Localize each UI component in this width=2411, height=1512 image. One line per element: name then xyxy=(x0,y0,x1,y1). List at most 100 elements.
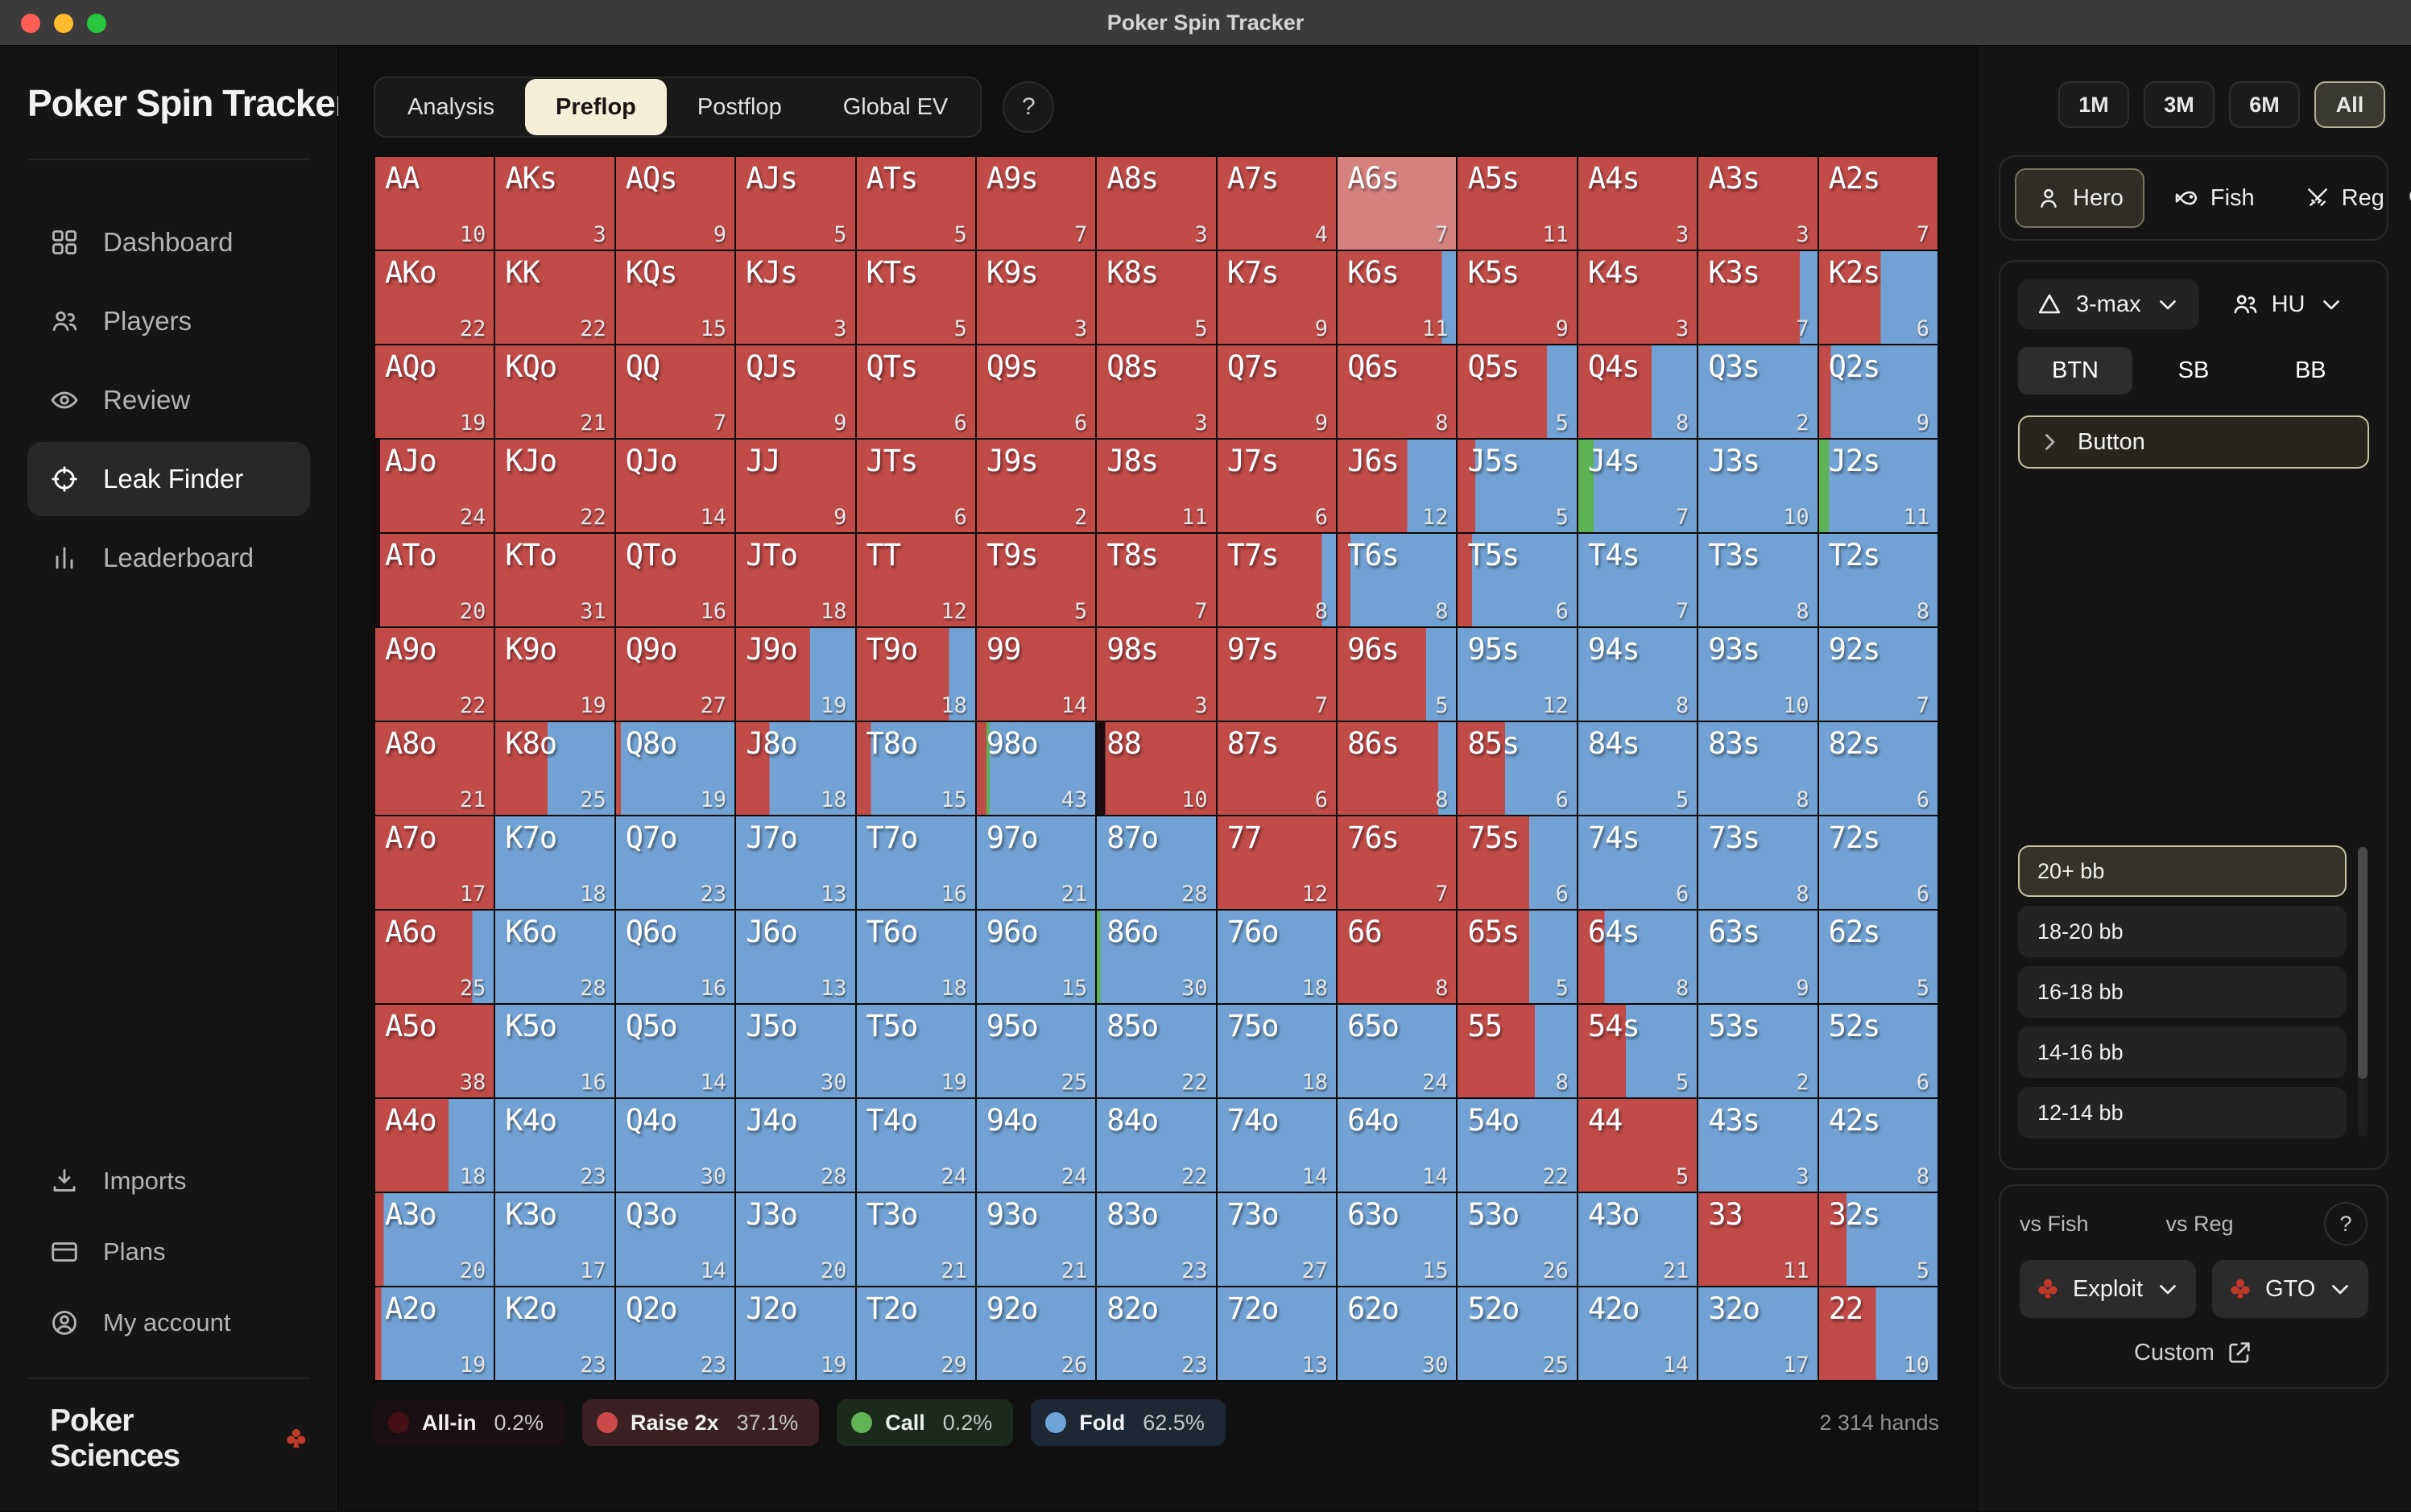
legend-chip-call[interactable]: Call 0.2% xyxy=(837,1399,1014,1446)
cell-64s[interactable]: 64s 8 xyxy=(1578,911,1698,1003)
cell-QQ[interactable]: QQ 7 xyxy=(615,345,735,438)
cell-K5o[interactable]: K5o 16 xyxy=(495,1005,614,1097)
cell-T3o[interactable]: T3o 21 xyxy=(856,1193,975,1286)
cell-Q4o[interactable]: Q4o 30 xyxy=(615,1099,735,1192)
cell-J9s[interactable]: J9s 2 xyxy=(976,440,1096,532)
sidebar-item-imports[interactable]: Imports xyxy=(27,1147,310,1215)
cell-A9o[interactable]: A9o 22 xyxy=(375,628,494,721)
cell-Q9o[interactable]: Q9o 27 xyxy=(615,628,735,721)
cell-Q7o[interactable]: Q7o 23 xyxy=(615,816,735,909)
cell-98o[interactable]: 98o 43 xyxy=(976,722,1096,815)
cell-95o[interactable]: 95o 25 xyxy=(976,1005,1096,1097)
cell-K2o[interactable]: K2o 23 xyxy=(495,1287,614,1380)
sidebar-item-plans[interactable]: Plans xyxy=(27,1218,310,1286)
strategy-help-icon[interactable]: ? xyxy=(2324,1202,2368,1246)
cell-53s[interactable]: 53s 2 xyxy=(1698,1005,1818,1097)
cell-K8s[interactable]: K8s 5 xyxy=(1097,251,1216,344)
tab-analysis[interactable]: Analysis xyxy=(407,94,494,120)
cell-J8s[interactable]: J8s 11 xyxy=(1097,440,1216,532)
cell-97s[interactable]: 97s 7 xyxy=(1217,628,1337,721)
cell-54o[interactable]: 54o 22 xyxy=(1458,1099,1577,1192)
cell-83o[interactable]: 83o 23 xyxy=(1097,1193,1216,1286)
cell-K3s[interactable]: K3s 7 xyxy=(1698,251,1818,344)
tab-preflop[interactable]: Preflop xyxy=(525,79,667,135)
cell-62s[interactable]: 62s 5 xyxy=(1818,911,1937,1003)
cell-54s[interactable]: 54s 5 xyxy=(1578,1005,1698,1097)
minimize-window-button[interactable] xyxy=(54,14,73,33)
cell-Q9s[interactable]: Q9s 6 xyxy=(976,345,1096,438)
sidebar-item-review[interactable]: Review xyxy=(27,363,310,437)
cell-AA[interactable]: AA 10 xyxy=(375,157,494,250)
cell-87o[interactable]: 87o 28 xyxy=(1097,816,1216,909)
stack-item-18-20bb[interactable]: 18-20 bb xyxy=(2018,906,2347,957)
cell-T7s[interactable]: T7s 8 xyxy=(1217,534,1337,626)
stack-item-20+bb[interactable]: 20+ bb xyxy=(2018,845,2347,897)
cell-K5s[interactable]: K5s 9 xyxy=(1458,251,1577,344)
cell-QTs[interactable]: QTs 6 xyxy=(856,345,975,438)
cell-J4o[interactable]: J4o 28 xyxy=(736,1099,855,1192)
cell-22[interactable]: 22 10 xyxy=(1818,1287,1937,1380)
legend-chip-allin[interactable]: All-in 0.2% xyxy=(374,1399,565,1446)
cell-76s[interactable]: 76s 7 xyxy=(1338,816,1457,909)
cell-A2o[interactable]: A2o 19 xyxy=(375,1287,494,1380)
cell-A4s[interactable]: A4s 3 xyxy=(1578,157,1698,250)
cell-K7o[interactable]: K7o 18 xyxy=(495,816,614,909)
cell-Q6o[interactable]: Q6o 16 xyxy=(615,911,735,1003)
cell-63s[interactable]: 63s 9 xyxy=(1698,911,1818,1003)
cell-73o[interactable]: 73o 27 xyxy=(1217,1193,1337,1286)
cell-93o[interactable]: 93o 21 xyxy=(976,1193,1096,1286)
cell-94s[interactable]: 94s 8 xyxy=(1578,628,1698,721)
cell-KJs[interactable]: KJs 3 xyxy=(736,251,855,344)
cell-A5o[interactable]: A5o 38 xyxy=(375,1005,494,1097)
cell-92o[interactable]: 92o 26 xyxy=(976,1287,1096,1380)
cell-74s[interactable]: 74s 6 xyxy=(1578,816,1698,909)
cell-Q8o[interactable]: Q8o 19 xyxy=(615,722,735,815)
cell-A8s[interactable]: A8s 3 xyxy=(1097,157,1216,250)
cell-42o[interactable]: 42o 14 xyxy=(1578,1287,1698,1380)
player-tab-hero[interactable]: Hero xyxy=(2015,168,2144,228)
legend-chip-raise[interactable]: Raise 2x 37.1% xyxy=(582,1399,820,1446)
cell-43s[interactable]: 43s 3 xyxy=(1698,1099,1818,1192)
position-tab-sb[interactable]: SB xyxy=(2135,347,2252,395)
player-tab-fish[interactable]: Fish xyxy=(2153,168,2276,228)
cell-J7o[interactable]: J7o 13 xyxy=(736,816,855,909)
cell-K6s[interactable]: K6s 11 xyxy=(1338,251,1457,344)
cell-32o[interactable]: 32o 17 xyxy=(1698,1287,1818,1380)
cell-K7s[interactable]: K7s 9 xyxy=(1217,251,1337,344)
cell-66[interactable]: 66 8 xyxy=(1338,911,1457,1003)
cell-J4s[interactable]: J4s 7 xyxy=(1578,440,1698,532)
cell-A9s[interactable]: A9s 7 xyxy=(976,157,1096,250)
cell-KTo[interactable]: KTo 31 xyxy=(495,534,614,626)
tab-postflop[interactable]: Postflop xyxy=(697,94,782,120)
cell-J9o[interactable]: J9o 19 xyxy=(736,628,855,721)
cell-85s[interactable]: 85s 6 xyxy=(1458,722,1577,815)
cell-72o[interactable]: 72o 13 xyxy=(1217,1287,1337,1380)
cell-KQo[interactable]: KQo 21 xyxy=(495,345,614,438)
cell-T5s[interactable]: T5s 6 xyxy=(1458,534,1577,626)
stack-item-14-16bb[interactable]: 14-16 bb xyxy=(2018,1027,2347,1078)
cell-95s[interactable]: 95s 12 xyxy=(1458,628,1577,721)
cell-65s[interactable]: 65s 5 xyxy=(1458,911,1577,1003)
cell-T6s[interactable]: T6s 8 xyxy=(1338,534,1457,626)
cell-J6s[interactable]: J6s 12 xyxy=(1338,440,1457,532)
cell-K4s[interactable]: K4s 3 xyxy=(1578,251,1698,344)
cell-Q2o[interactable]: Q2o 23 xyxy=(615,1287,735,1380)
sidebar-item-leaderboard[interactable]: Leaderboard xyxy=(27,521,310,595)
cell-T9o[interactable]: T9o 18 xyxy=(856,628,975,721)
time-filter-1m[interactable]: 1M xyxy=(2058,81,2129,128)
cell-64o[interactable]: 64o 14 xyxy=(1338,1099,1457,1192)
cell-JTs[interactable]: JTs 6 xyxy=(856,440,975,532)
cell-KK[interactable]: KK 22 xyxy=(495,251,614,344)
cell-63o[interactable]: 63o 15 xyxy=(1338,1193,1457,1286)
cell-Q5o[interactable]: Q5o 14 xyxy=(615,1005,735,1097)
cell-98s[interactable]: 98s 3 xyxy=(1097,628,1216,721)
cell-J5o[interactable]: J5o 30 xyxy=(736,1005,855,1097)
table-size-select[interactable]: 3-max xyxy=(2018,279,2199,329)
cell-T4o[interactable]: T4o 24 xyxy=(856,1099,975,1192)
cell-52o[interactable]: 52o 25 xyxy=(1458,1287,1577,1380)
cell-Q7s[interactable]: Q7s 9 xyxy=(1217,345,1337,438)
cell-86s[interactable]: 86s 8 xyxy=(1338,722,1457,815)
cell-J3o[interactable]: J3o 20 xyxy=(736,1193,855,1286)
cell-43o[interactable]: 43o 21 xyxy=(1578,1193,1698,1286)
vs-fish-strategy-select[interactable]: Exploit xyxy=(2020,1260,2197,1318)
